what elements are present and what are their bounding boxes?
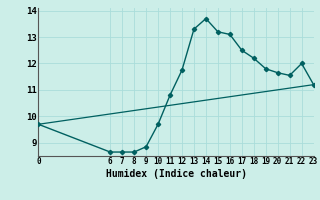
X-axis label: Humidex (Indice chaleur): Humidex (Indice chaleur) <box>106 169 246 179</box>
